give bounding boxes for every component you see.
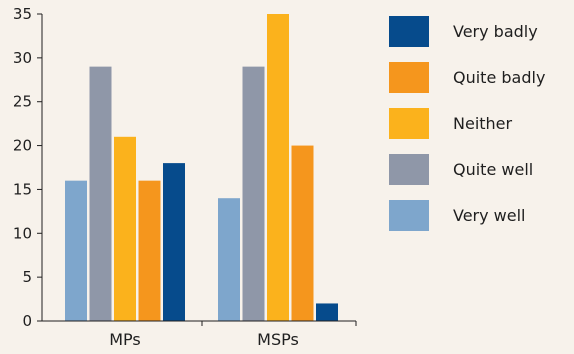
axes-group: 0 5 10 15 20 25 30 35 MPs MSPs: [13, 5, 357, 349]
x-category-label-mps: MPs: [109, 330, 141, 349]
legend-swatch-neither: [389, 108, 429, 139]
legend-swatch-very-well: [389, 200, 429, 231]
bar-mps-quite-badly: [138, 180, 161, 321]
legend-label-neither: Neither: [453, 114, 513, 133]
bar-msps-neither: [267, 14, 289, 321]
bar-msps-very-well: [218, 198, 240, 321]
bars-group: [65, 14, 338, 321]
legend-label-very-well: Very well: [453, 206, 526, 225]
bar-msps-quite-badly: [291, 145, 314, 321]
legend-label-quite-badly: Quite badly: [453, 68, 545, 87]
y-tick-label-20: 20: [13, 137, 32, 155]
legend-label-very-badly: Very badly: [453, 22, 538, 41]
y-tick-label-0: 0: [22, 312, 32, 330]
y-tick-label-15: 15: [13, 180, 32, 198]
bar-mps-very-badly: [163, 163, 185, 321]
y-tick-label-25: 25: [13, 93, 32, 111]
bar-mps-very-well: [65, 180, 87, 321]
bar-mps-quite-well: [89, 66, 112, 321]
x-category-label-msps: MSPs: [257, 330, 299, 349]
y-tick-label-10: 10: [13, 224, 32, 242]
bar-mps-neither: [114, 136, 136, 321]
legend: Very badly Quite badly Neither Quite well Ve…: [389, 16, 545, 231]
bar-msps-very-badly: [316, 303, 338, 321]
y-tick-label-35: 35: [13, 5, 32, 23]
legend-swatch-quite-badly: [389, 62, 429, 93]
legend-label-quite-well: Quite well: [453, 160, 533, 179]
bar-msps-quite-well: [242, 66, 265, 321]
y-tick-label-5: 5: [22, 268, 32, 286]
legend-swatch-quite-well: [389, 154, 429, 185]
y-tick-label-30: 30: [13, 49, 32, 67]
legend-swatch-very-badly: [389, 16, 429, 47]
